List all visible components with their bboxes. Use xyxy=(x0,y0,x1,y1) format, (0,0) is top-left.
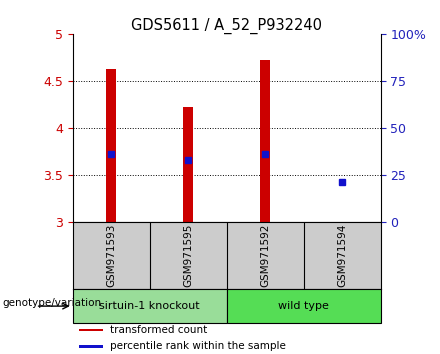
Text: GSM971593: GSM971593 xyxy=(106,224,116,287)
Text: genotype/variation: genotype/variation xyxy=(2,298,101,308)
Bar xyxy=(79,329,103,331)
Bar xyxy=(260,60,270,222)
Text: percentile rank within the sample: percentile rank within the sample xyxy=(110,341,286,352)
Bar xyxy=(183,107,193,222)
Text: wild type: wild type xyxy=(278,301,329,311)
Text: sirtuin-1 knockout: sirtuin-1 knockout xyxy=(99,301,200,311)
Text: transformed count: transformed count xyxy=(110,325,207,335)
Bar xyxy=(73,289,227,323)
Text: GSM971592: GSM971592 xyxy=(260,224,270,287)
Title: GDS5611 / A_52_P932240: GDS5611 / A_52_P932240 xyxy=(131,17,322,34)
Text: GSM971594: GSM971594 xyxy=(337,224,347,287)
Bar xyxy=(79,345,103,348)
Bar xyxy=(227,289,381,323)
Text: GSM971595: GSM971595 xyxy=(183,224,193,287)
Bar xyxy=(106,69,116,222)
